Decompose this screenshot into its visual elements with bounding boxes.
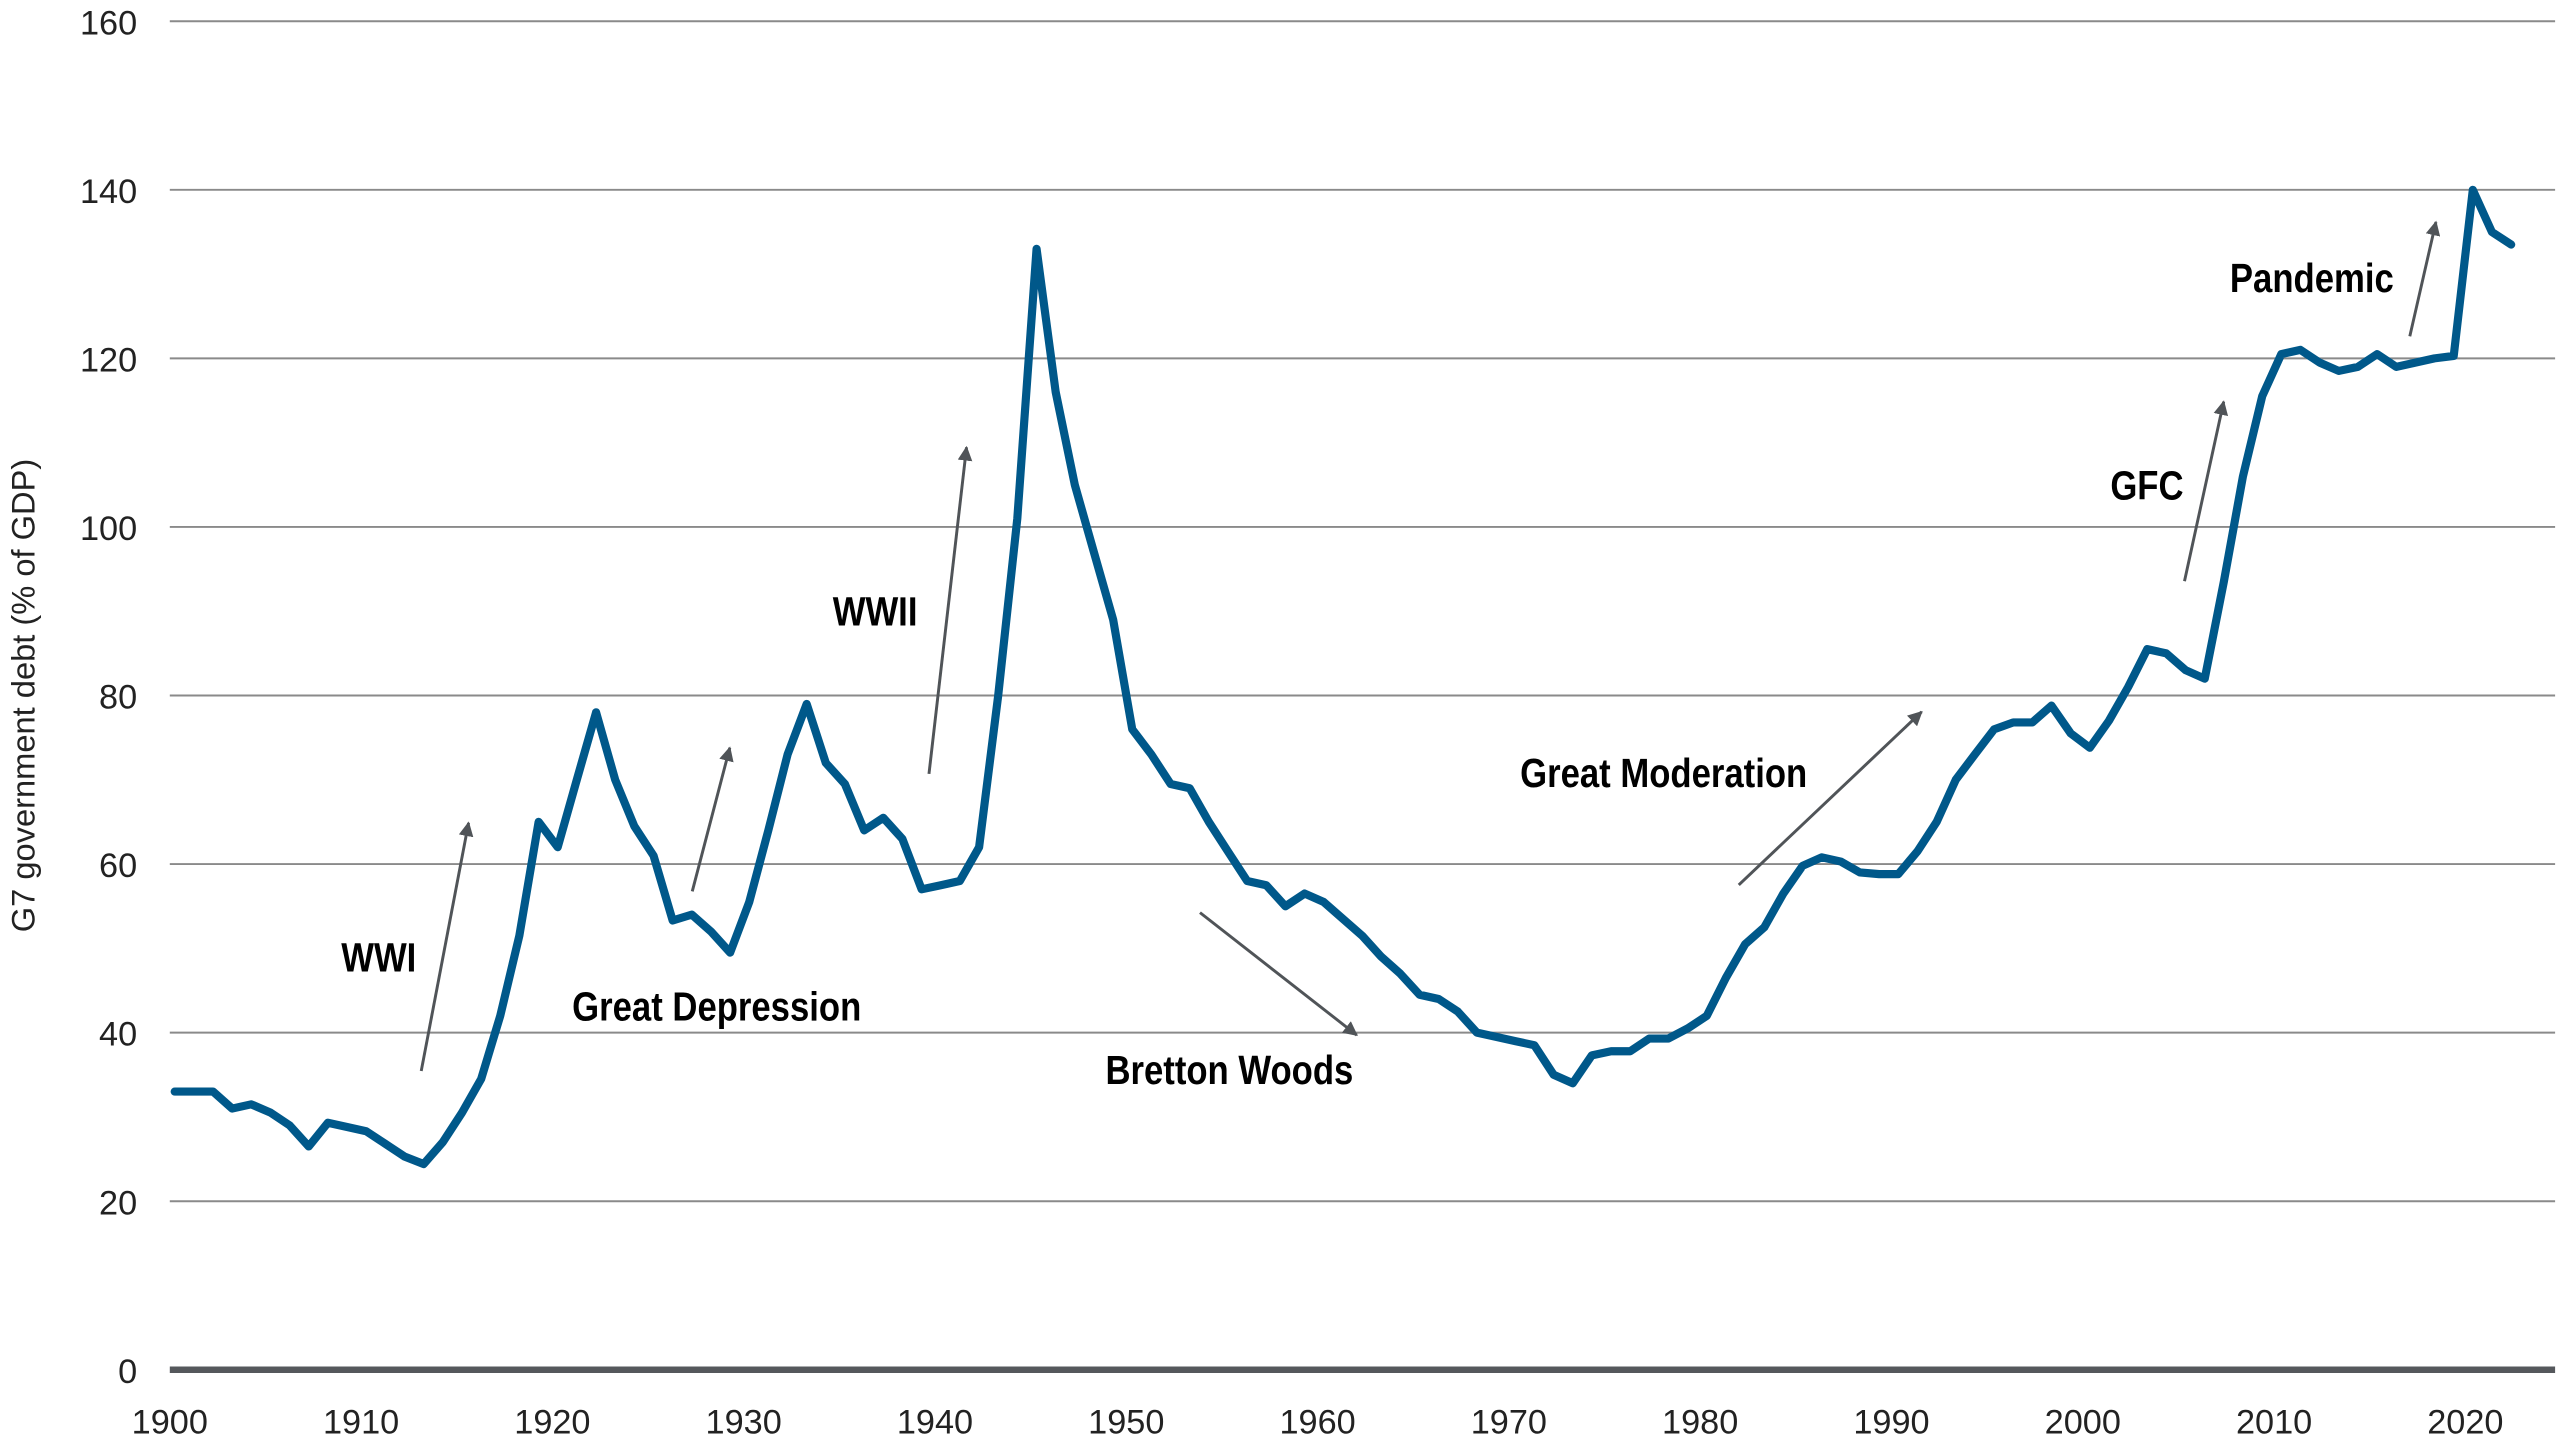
y-tick-label: 80 [99,679,137,717]
x-tick-label: 1960 [1279,1403,1355,1440]
x-tick-label: 1940 [897,1403,973,1440]
x-tick-label: 2020 [2427,1403,2503,1440]
x-tick-label: 1980 [1662,1403,1738,1440]
arrow-icon [927,445,973,775]
y-tick-label: 60 [99,847,137,885]
x-tick-label: 1900 [132,1403,208,1440]
x-tick-label: 2010 [2236,1403,2312,1440]
annotation-arrows [419,220,2441,1072]
annotation-label: WWII [833,590,918,635]
arrow-icon [1199,911,1358,1037]
x-tick-label: 1920 [514,1403,590,1440]
y-tick-label: 160 [80,4,137,42]
x-tick-label: 1990 [1853,1403,1929,1440]
y-tick-label: 0 [118,1353,137,1391]
x-axis-ticks: 1900 1910 1920 1930 1940 1950 1960 1970 1980 1990… [132,1403,2504,1440]
y-tick-label: 40 [99,1016,137,1054]
y-axis-ticks: 0 20 40 60 80 100 120 140 160 [80,4,137,1391]
x-tick-label: 1970 [1471,1403,1547,1440]
series-line [170,185,2516,1169]
arrow-icon [690,746,734,892]
annotation-label: Great Moderation [1520,751,1807,796]
x-tick-label: 1910 [323,1403,399,1440]
y-axis-label: G7 government debt (% of GDP) [4,459,41,933]
arrow-icon [1737,710,1923,886]
arrow-icon [2183,400,2229,582]
annotation-label: Bretton Woods [1105,1049,1353,1094]
arrow-icon [419,821,474,1072]
x-tick-label: 2000 [2045,1403,2121,1440]
x-tick-label: 1930 [706,1403,782,1440]
y-tick-label: 120 [80,341,137,379]
arrow-icon [2408,220,2441,337]
annotation-label: GFC [2110,464,2183,509]
annotation-label: Pandemic [2230,257,2394,302]
annotation-label: Great Depression [572,985,861,1030]
annotation-label: WWI [341,936,416,981]
x-tick-label: 1950 [1088,1403,1164,1440]
y-tick-label: 100 [80,510,137,548]
gridlines [169,20,2556,1374]
y-tick-label: 20 [99,1184,137,1222]
annotation-labels: WWI Great Depression WWII Bretton Woods Grea… [341,257,2394,1094]
y-tick-label: 140 [80,173,137,211]
